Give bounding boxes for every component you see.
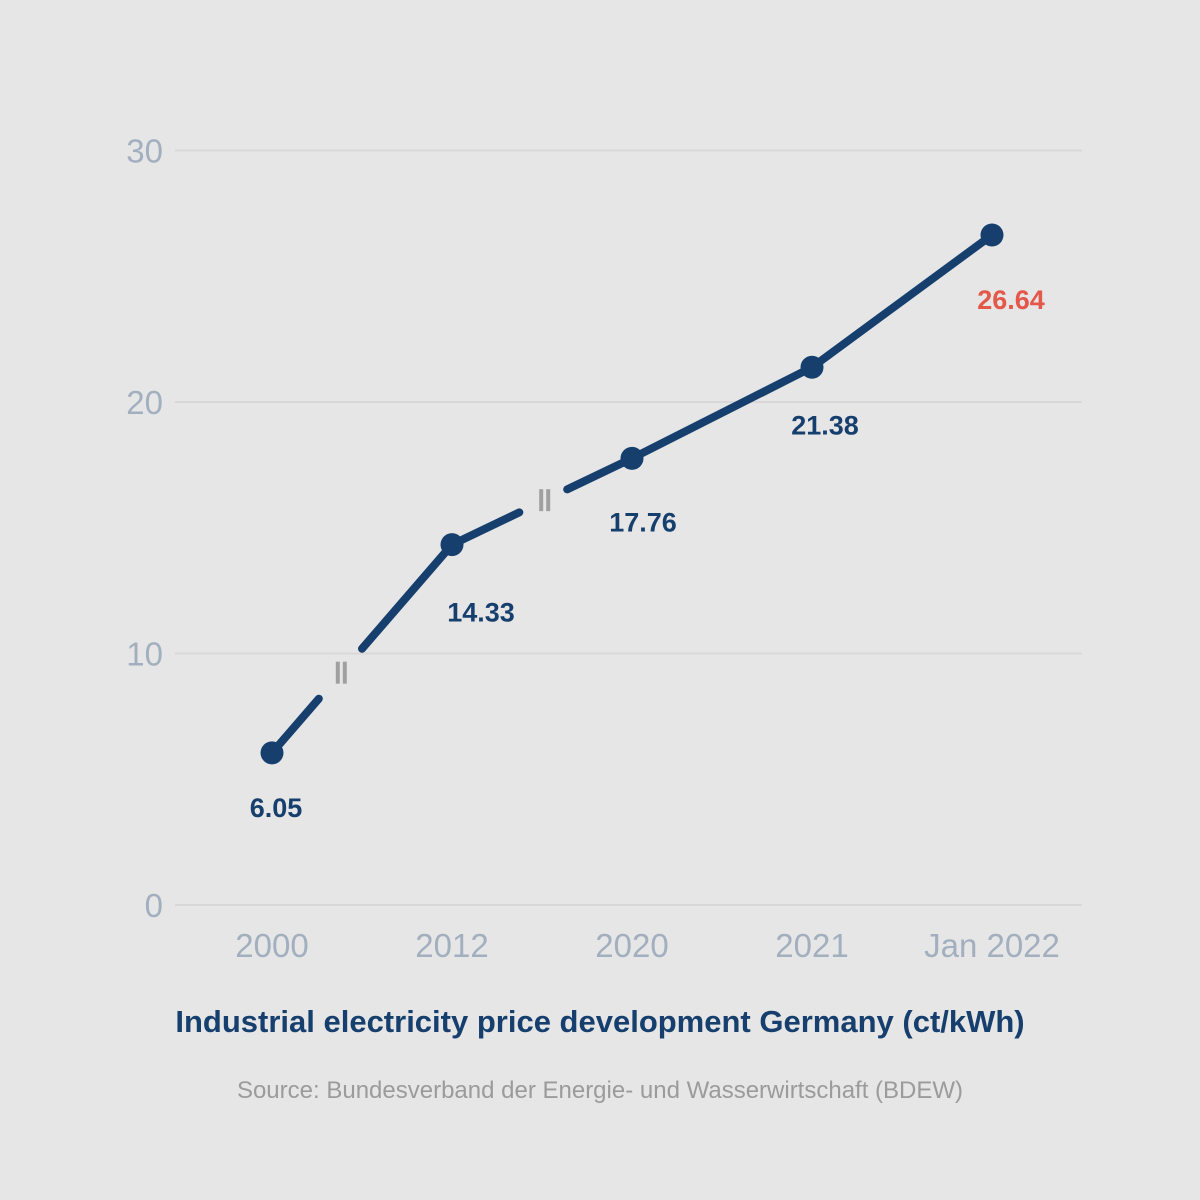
line-break-mark bbox=[342, 661, 347, 684]
value-label: 26.64 bbox=[977, 285, 1045, 315]
x-tick-label: Jan 2022 bbox=[924, 927, 1060, 964]
value-label: 17.76 bbox=[609, 507, 677, 537]
chart-title: Industrial electricity price development… bbox=[175, 1004, 1025, 1039]
line-break-mark bbox=[335, 661, 340, 684]
data-point-2012 bbox=[440, 533, 464, 557]
data-point-2000 bbox=[260, 741, 284, 765]
data-point-2021 bbox=[800, 355, 824, 379]
value-label: 14.33 bbox=[447, 598, 515, 628]
x-tick-label: 2020 bbox=[595, 927, 668, 964]
value-label: 21.38 bbox=[791, 410, 859, 440]
line-break-mark bbox=[539, 489, 544, 512]
line-break-mark bbox=[546, 489, 551, 512]
y-tick-label: 20 bbox=[126, 384, 163, 421]
y-tick-label: 10 bbox=[126, 636, 163, 673]
x-tick-label: 2021 bbox=[775, 927, 848, 964]
data-point-2020 bbox=[620, 446, 644, 470]
price-line bbox=[268, 231, 996, 757]
value-label: 6.05 bbox=[250, 793, 303, 823]
y-tick-label: 30 bbox=[126, 133, 163, 170]
data-point-Jan 2022 bbox=[980, 223, 1004, 247]
x-tick-label: 2000 bbox=[235, 927, 308, 964]
y-tick-label: 0 bbox=[145, 887, 163, 924]
x-tick-label: 2012 bbox=[415, 927, 488, 964]
chart-source: Source: Bundesverband der Energie- und W… bbox=[236, 1077, 964, 1104]
